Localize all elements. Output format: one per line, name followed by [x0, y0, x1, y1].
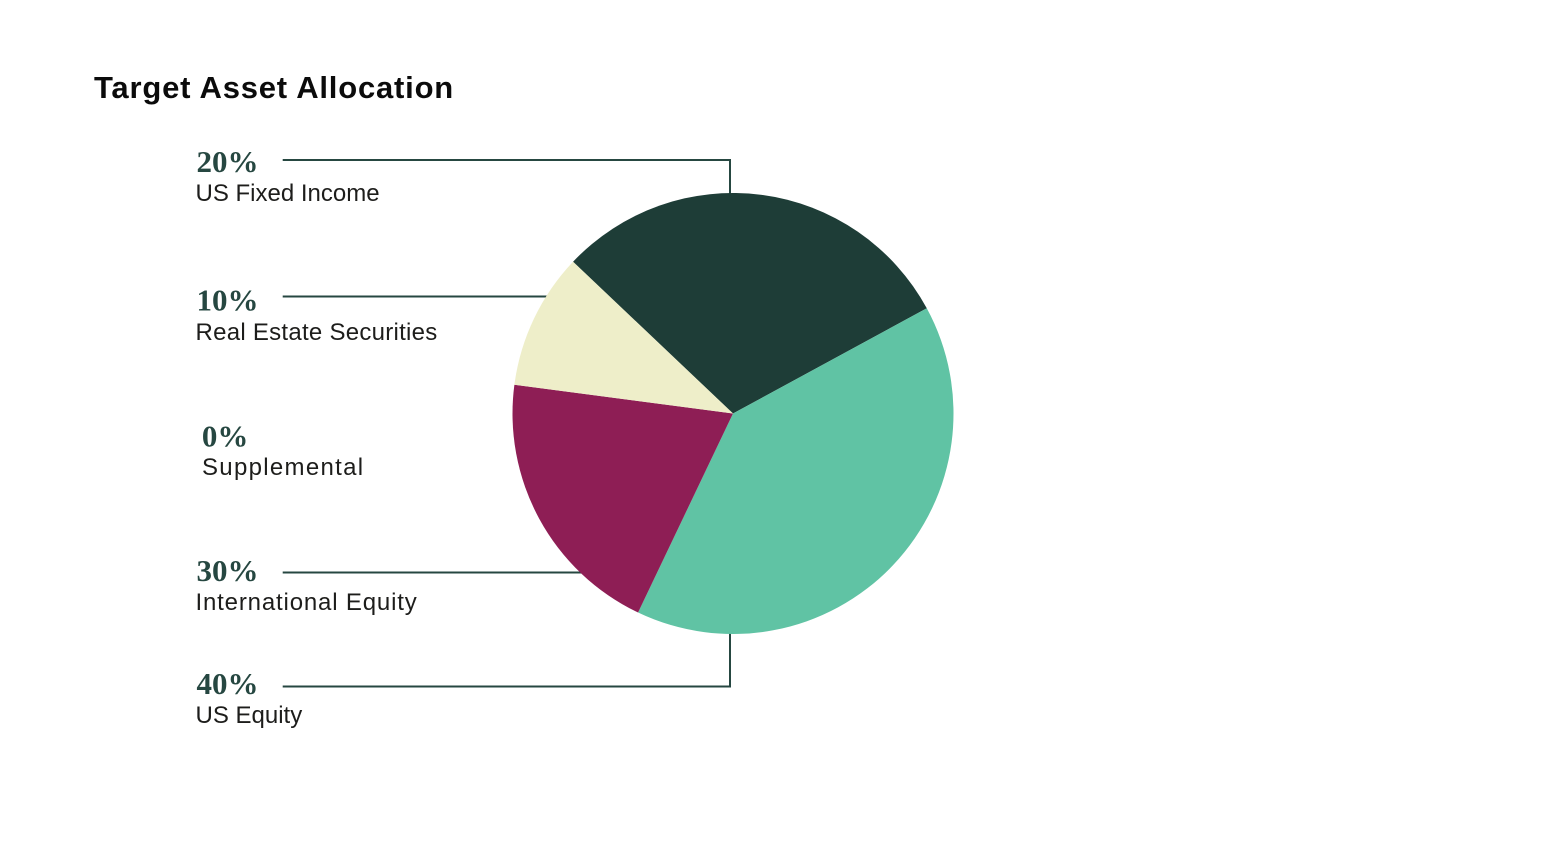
svg-text:US Equity: US Equity: [196, 702, 303, 729]
svg-text:40%: 40%: [197, 666, 259, 701]
svg-text:US Fixed Income: US Fixed Income: [196, 180, 380, 207]
svg-text:20%: 20%: [197, 144, 259, 179]
svg-text:Supplemental: Supplemental: [202, 454, 364, 481]
svg-text:International Equity: International Equity: [196, 589, 418, 616]
svg-text:30%: 30%: [197, 553, 259, 588]
svg-text:10%: 10%: [197, 283, 259, 318]
svg-text:0%: 0%: [202, 419, 249, 454]
svg-text:Real Estate Securities: Real Estate Securities: [196, 319, 438, 346]
svg-text:Target Asset Allocation: Target Asset Allocation: [94, 70, 454, 105]
